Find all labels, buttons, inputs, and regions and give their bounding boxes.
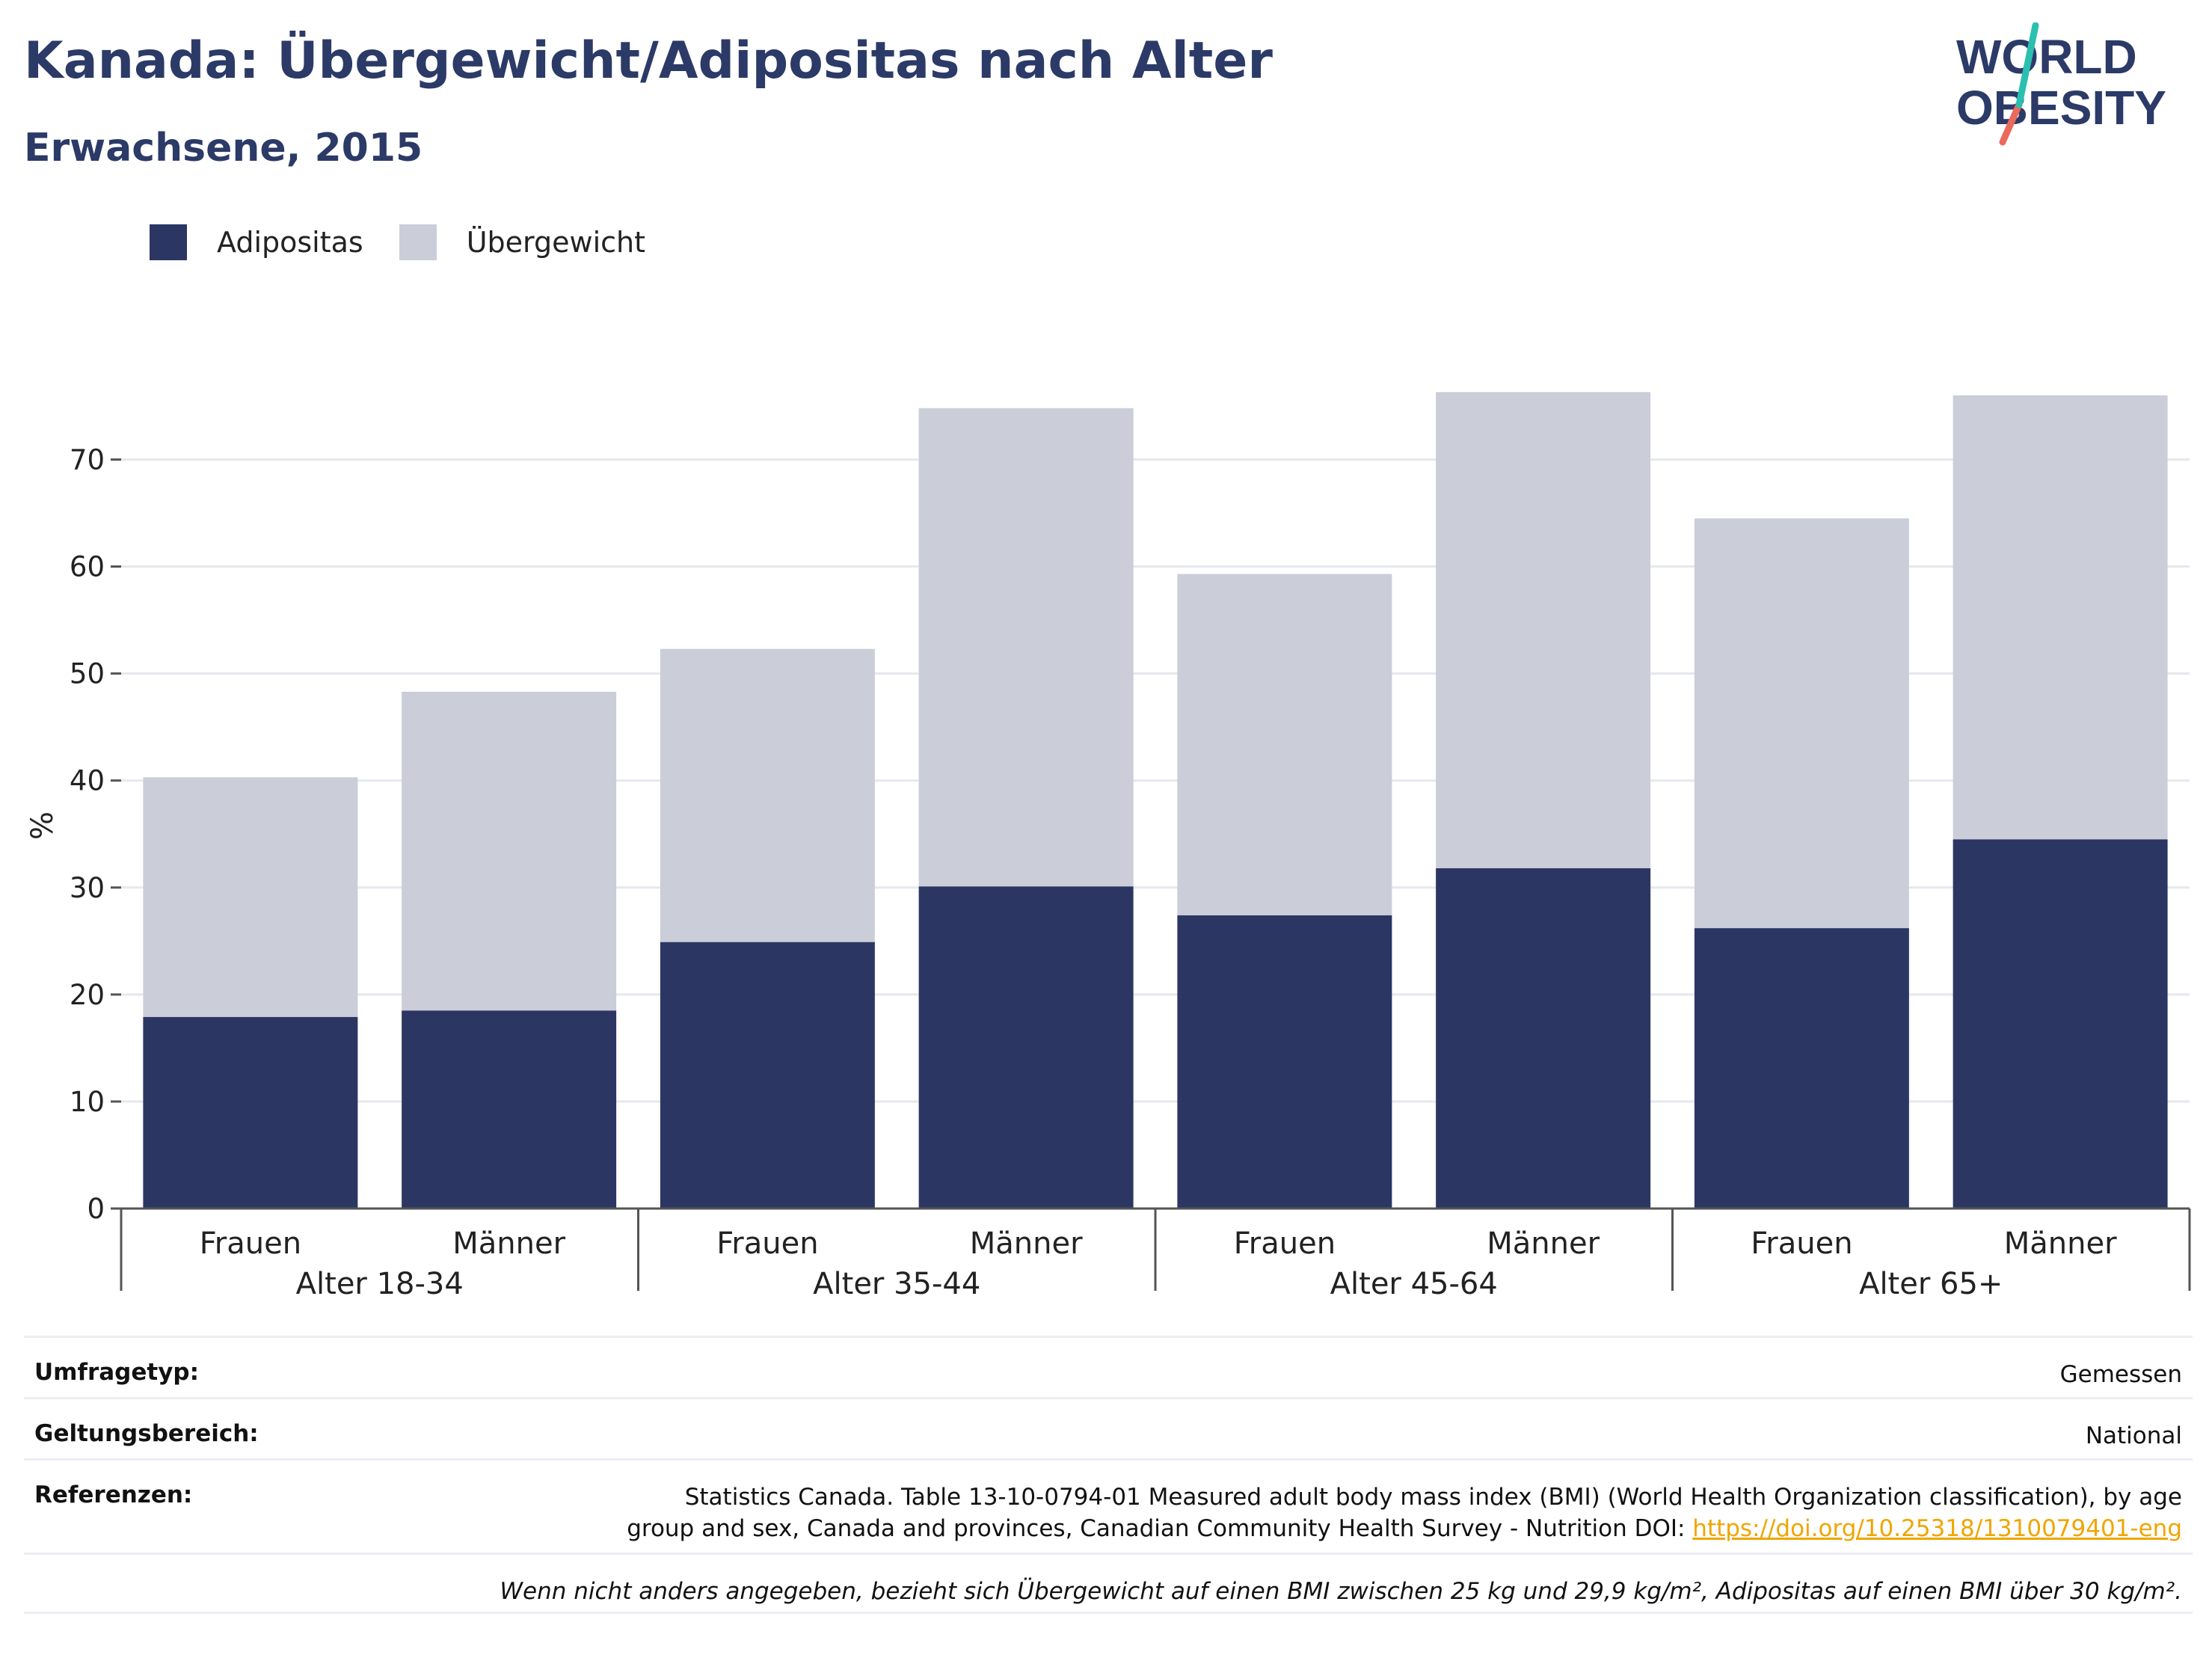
bar-adipositas (402, 1010, 617, 1209)
group-label: Alter 65+ (1859, 1267, 2003, 1301)
bar-adipositas (143, 1016, 358, 1209)
scope-value: National (2085, 1422, 2182, 1449)
bar-uebergewicht (660, 648, 875, 942)
x-tick-label: Frauen (200, 1226, 301, 1261)
bar-adipositas (1694, 928, 1909, 1209)
doi-link[interactable]: https://doi.org/10.25318/1310079401-eng (1692, 1515, 2182, 1542)
y-tick-label: 70 (70, 443, 105, 476)
survey-type-value: Gemessen (2059, 1361, 2182, 1388)
scope-label: Geltungsbereich: (34, 1420, 259, 1447)
chart-legend: Adipositas Übergewicht (150, 221, 681, 263)
group-label: Alter 35-44 (813, 1267, 980, 1301)
x-tick-label: Männer (1487, 1226, 1600, 1261)
bar-chart: 0 10 20 30 40 50 60 70% Frauen Männer Frauen Männer… (25, 392, 2191, 1301)
bar-adipositas (1953, 839, 2168, 1209)
footer-row-survey-type: Umfragetyp: Gemessen (24, 1336, 2193, 1397)
bar-uebergewicht (143, 777, 358, 1017)
x-tick-label: Männer (452, 1226, 565, 1261)
logo-line-1: WORLD (1956, 30, 2137, 84)
bar-adipositas (660, 942, 875, 1209)
legend-swatch-adipositas (150, 224, 187, 260)
group-label: Alter 45-64 (1330, 1267, 1498, 1301)
y-tick-label: 60 (70, 551, 105, 583)
x-tick-label: Frauen (1751, 1226, 1852, 1261)
footer-row-note: Wenn nicht anders angegeben, bezieht sic… (24, 1553, 2193, 1614)
y-tick-label: 40 (70, 765, 105, 797)
definition-note: Wenn nicht anders angegeben, bezieht sic… (500, 1578, 2182, 1605)
bar-uebergewicht (1177, 574, 1392, 915)
x-tick-label: Frauen (1234, 1226, 1336, 1261)
chart-subtitle: Erwachsene, 2015 (24, 126, 423, 171)
chart-title: Kanada: Übergewicht/Adipositas nach Alte… (24, 31, 1273, 90)
bar-uebergewicht (1694, 518, 1909, 929)
chart-footer: Umfragetyp: Gemessen Geltungsbereich: Na… (24, 1336, 2193, 1614)
bar-adipositas (1177, 915, 1392, 1209)
references-label: Referenzen: (34, 1481, 193, 1508)
legend-item-uebergewicht: Übergewicht (399, 224, 645, 260)
y-axis-label: % (25, 811, 60, 840)
references-value: Statistics Canada. Table 13-10-0794-01 M… (627, 1461, 2182, 1544)
x-tick-label: Männer (2004, 1226, 2117, 1261)
legend-swatch-uebergewicht (399, 224, 437, 260)
y-tick-label: 0 (87, 1193, 105, 1225)
references-line-2: group and sex, Canada and provinces, Can… (627, 1515, 1693, 1542)
footer-row-scope: Geltungsbereich: National (24, 1397, 2193, 1458)
logo-slash-red (1999, 101, 2023, 146)
survey-type-label: Umfragetyp: (34, 1359, 199, 1386)
y-tick-label: 30 (70, 872, 105, 904)
legend-label-uebergewicht: Übergewicht (466, 226, 645, 259)
bar-uebergewicht (1436, 392, 1651, 869)
legend-item-adipositas: Adipositas (150, 224, 363, 260)
references-line-1: Statistics Canada. Table 13-10-0794-01 M… (684, 1484, 2182, 1511)
world-obesity-logo: WORLD OBESITY (1956, 22, 2166, 146)
x-tick-label: Männer (970, 1226, 1083, 1261)
y-tick-label: 50 (70, 658, 105, 690)
footer-row-references: Referenzen: Statistics Canada. Table 13-… (24, 1458, 2193, 1553)
bar-uebergewicht (402, 691, 617, 1011)
bar-uebergewicht (918, 408, 1134, 887)
group-label: Alter 18-34 (296, 1267, 464, 1301)
bar-adipositas (918, 886, 1134, 1209)
bar-uebergewicht (1953, 395, 2168, 840)
logo-line-2: OBESITY (1956, 81, 2166, 135)
y-tick-label: 20 (70, 979, 105, 1011)
legend-label-adipositas: Adipositas (217, 226, 363, 259)
y-tick-label: 10 (70, 1086, 105, 1118)
x-tick-label: Frauen (716, 1226, 818, 1261)
logo-slash-teal (2015, 22, 2039, 108)
bar-adipositas (1436, 868, 1651, 1209)
